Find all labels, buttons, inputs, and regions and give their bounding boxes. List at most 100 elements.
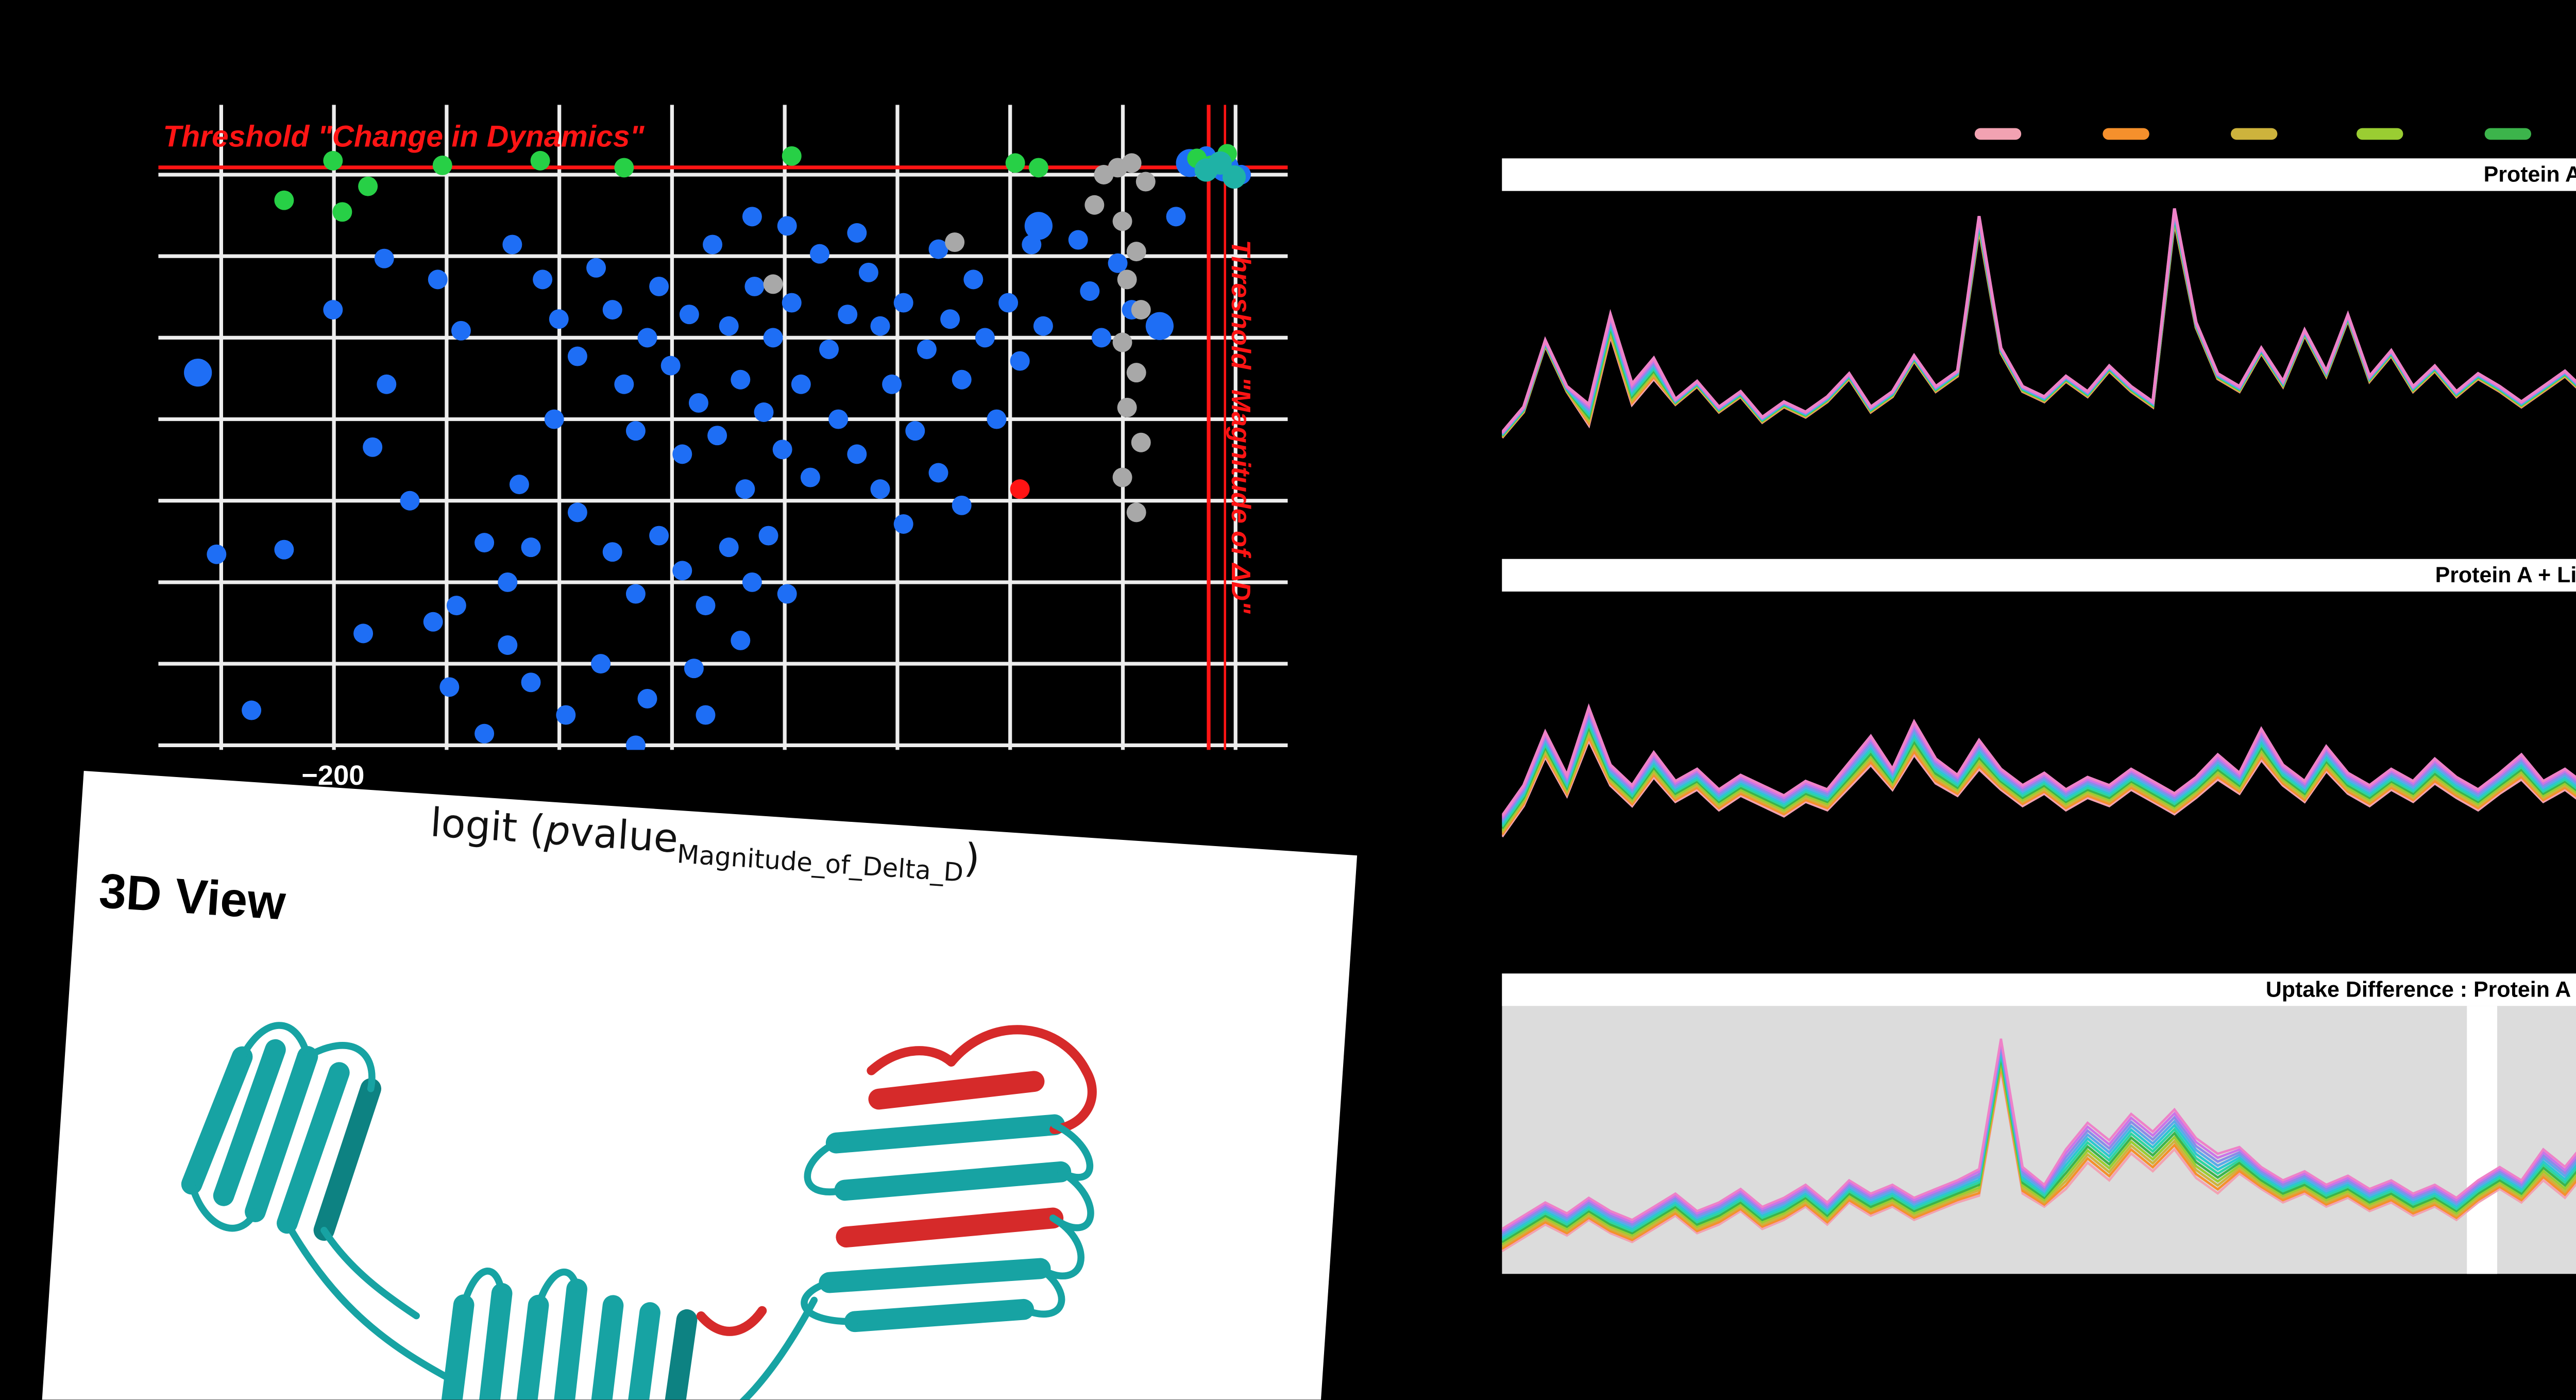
volcano-point[interactable] [521,537,541,558]
volcano-point[interactable] [274,190,294,210]
volcano-point[interactable] [353,623,374,644]
uptake-difference-chart[interactable] [1502,1006,2576,1274]
volcano-point[interactable] [707,426,727,446]
volcano-point[interactable] [735,479,755,499]
volcano-point[interactable] [1112,211,1132,231]
volcano-point[interactable] [1024,212,1053,240]
volcano-point[interactable] [533,269,553,290]
volcano-point[interactable] [847,223,867,243]
legend-dash[interactable] [2230,128,2277,139]
volcano-point[interactable] [893,293,913,313]
legend-dash[interactable] [2357,128,2404,139]
volcano-point[interactable] [1068,230,1088,250]
volcano-point[interactable] [1131,432,1151,452]
volcano-point[interactable] [703,234,723,255]
volcano-point[interactable] [731,369,751,390]
volcano-point[interactable] [509,475,529,495]
volcano-point[interactable] [1126,502,1146,522]
uptake-series-line[interactable] [1502,1060,2576,1246]
volcano-point[interactable] [207,544,227,564]
volcano-point[interactable] [987,409,1007,429]
uptake-series-line[interactable] [1502,1041,2576,1241]
volcano-point[interactable] [498,572,518,592]
uptake-series-line[interactable] [1502,626,2576,817]
uptake-series-line[interactable] [1502,662,2576,828]
volcano-point[interactable] [998,293,1019,313]
volcano-point[interactable] [782,293,802,313]
volcano-point[interactable] [1080,281,1100,301]
uptake-series-line[interactable] [1502,218,2576,438]
volcano-point[interactable] [819,339,839,359]
volcano-point[interactable] [549,309,569,329]
volcano-point[interactable] [1126,363,1146,383]
uptake-series-line[interactable] [1502,1066,2576,1250]
legend-dash[interactable] [1974,128,2022,139]
volcano-point[interactable] [1131,300,1151,320]
volcano-point[interactable] [602,542,622,562]
volcano-point[interactable] [928,239,948,259]
volcano-point[interactable] [1028,158,1048,178]
volcano-point[interactable] [870,316,890,336]
volcano-point[interactable] [649,526,669,546]
volcano-point[interactable] [791,374,811,394]
volcano-point[interactable] [649,276,669,296]
volcano-point[interactable] [446,596,466,616]
volcano-point[interactable] [758,526,778,546]
uptake-series-line[interactable] [1502,677,2576,832]
volcano-point[interactable] [742,572,762,592]
volcano-point[interactable] [1033,316,1053,336]
volcano-point[interactable] [614,374,634,394]
volcano-point[interactable] [847,444,867,464]
volcano-point[interactable] [591,654,611,674]
volcano-point[interactable] [777,584,797,604]
volcano-point[interactable] [332,202,352,222]
volcano-point[interactable] [625,421,646,441]
volcano-point[interactable] [1108,253,1128,273]
volcano-point[interactable] [358,176,378,196]
volcano-point[interactable] [498,635,518,655]
uptake-series-line[interactable] [1502,1038,2576,1240]
uptake-series-line[interactable] [1502,633,2576,819]
volcano-point[interactable] [838,305,858,325]
volcano-point[interactable] [1222,165,1246,189]
volcano-point[interactable] [521,672,541,693]
volcano-point[interactable] [893,514,913,534]
uptake-series-line[interactable] [1502,213,2576,436]
uptake-series-line[interactable] [1502,640,2576,821]
volcano-point[interactable] [672,444,692,464]
volcano-point[interactable] [696,596,716,616]
volcano-plot-canvas[interactable] [158,105,1288,750]
volcano-point[interactable] [782,146,802,166]
uptake-chart-protein-a[interactable] [1502,191,2576,541]
volcano-point[interactable] [1126,242,1146,262]
volcano-point[interactable] [731,630,751,650]
volcano-point[interactable] [439,677,460,697]
volcano-point[interactable] [1136,172,1156,192]
volcano-point[interactable] [945,232,965,252]
uptake-series-line[interactable] [1502,648,2576,823]
volcano-point[interactable] [323,150,343,171]
volcano-point[interactable] [586,258,606,278]
volcano-point[interactable] [754,402,774,422]
volcano-point[interactable] [602,300,622,320]
uptake-series-line[interactable] [1502,220,2576,438]
uptake-series-line[interactable] [1502,692,2576,836]
volcano-point[interactable] [763,274,783,294]
uptake-series-line[interactable] [1502,217,2576,437]
uptake-series-line[interactable] [1502,1063,2576,1248]
protein-structure-3d[interactable] [100,929,1231,1400]
uptake-series-line[interactable] [1502,1057,2576,1245]
volcano-point[interactable] [777,216,797,236]
volcano-point[interactable] [432,155,452,175]
volcano-point[interactable] [882,374,902,394]
uptake-series-line[interactable] [1502,655,2576,825]
volcano-point[interactable] [1166,207,1186,227]
volcano-point[interactable] [719,537,739,558]
volcano-point[interactable] [679,305,699,325]
volcano-point[interactable] [828,409,849,429]
volcano-point[interactable] [1010,479,1030,499]
uptake-series-line[interactable] [1502,1048,2576,1242]
volcano-point[interactable] [1112,467,1132,487]
uptake-series-line[interactable] [1502,699,2576,838]
volcano-point[interactable] [544,409,564,429]
